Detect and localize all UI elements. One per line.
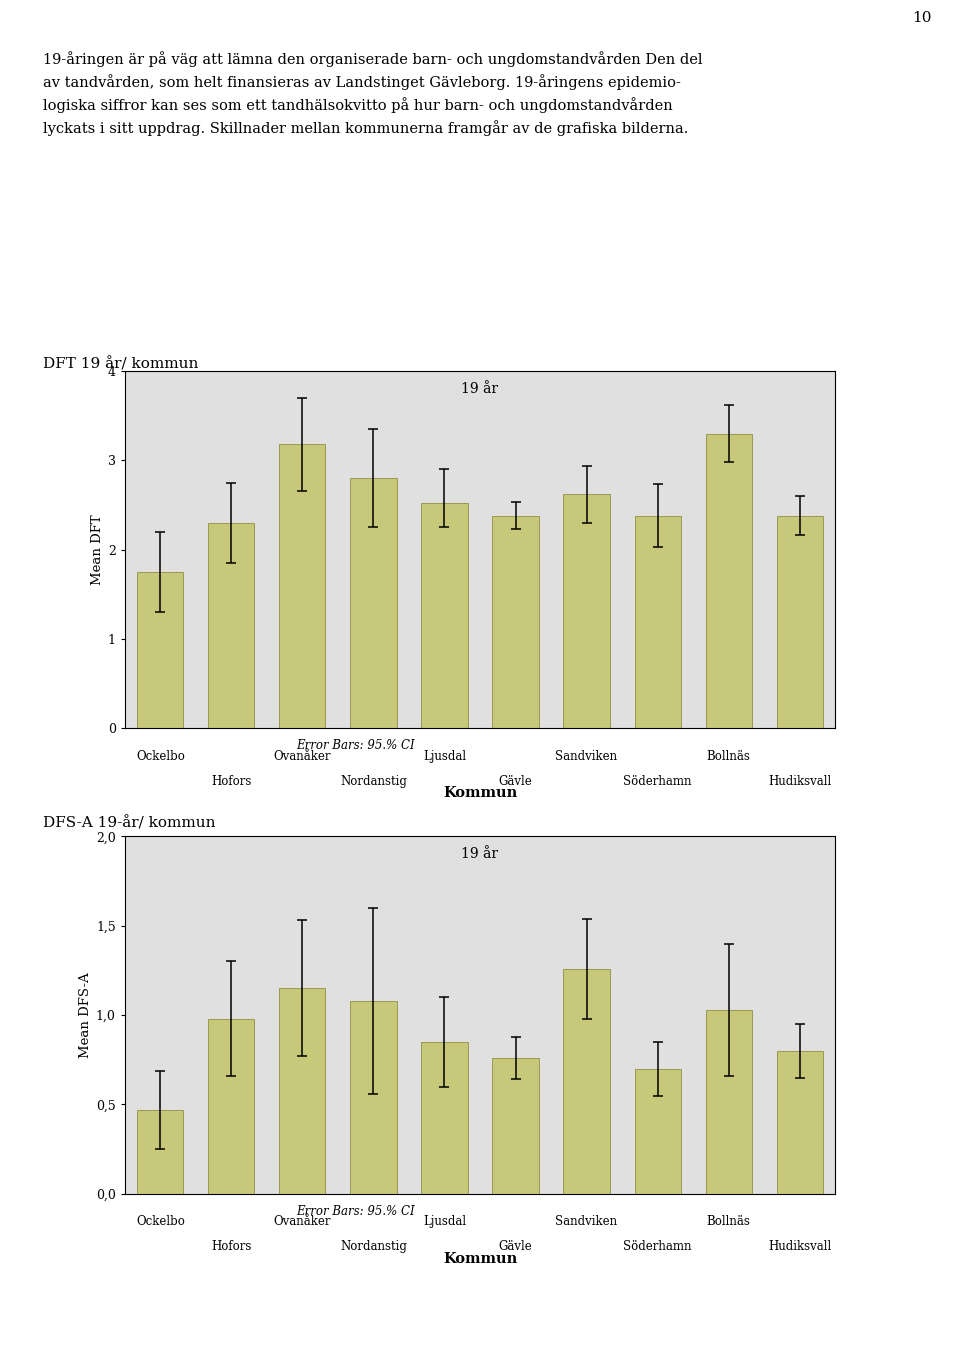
Bar bbox=[492, 515, 539, 728]
X-axis label: Kommun: Kommun bbox=[443, 1252, 517, 1265]
Bar bbox=[208, 1018, 254, 1194]
Text: Söderhamn: Söderhamn bbox=[623, 1240, 692, 1253]
Text: Bollnäs: Bollnäs bbox=[707, 1215, 751, 1229]
Text: Ockelbo: Ockelbo bbox=[136, 1215, 184, 1229]
X-axis label: Kommun: Kommun bbox=[443, 786, 517, 800]
Text: Hudiksvall: Hudiksvall bbox=[768, 774, 831, 788]
Text: Gävle: Gävle bbox=[498, 774, 533, 788]
Text: Bollnäs: Bollnäs bbox=[707, 750, 751, 764]
Bar bbox=[137, 1110, 183, 1194]
Bar bbox=[279, 444, 325, 728]
Bar bbox=[421, 503, 468, 728]
Bar bbox=[564, 494, 610, 728]
Bar bbox=[350, 478, 396, 728]
Text: 10: 10 bbox=[912, 11, 931, 24]
Text: Ovanåker: Ovanåker bbox=[274, 1215, 331, 1229]
Text: Nordanstig: Nordanstig bbox=[340, 1240, 407, 1253]
Text: Sandviken: Sandviken bbox=[556, 1215, 617, 1229]
Bar bbox=[777, 1051, 823, 1194]
Text: DFS-A 19-år/ kommun: DFS-A 19-år/ kommun bbox=[43, 816, 216, 831]
Bar bbox=[137, 572, 183, 728]
Text: Ljusdal: Ljusdal bbox=[423, 750, 466, 764]
Text: Hofors: Hofors bbox=[211, 774, 252, 788]
Bar bbox=[635, 1068, 681, 1194]
Text: Söderhamn: Söderhamn bbox=[623, 774, 692, 788]
Bar bbox=[706, 433, 752, 728]
Y-axis label: Mean DFS-A: Mean DFS-A bbox=[79, 973, 92, 1058]
Text: Ovanåker: Ovanåker bbox=[274, 750, 331, 764]
Text: Nordanstig: Nordanstig bbox=[340, 774, 407, 788]
Text: Error Bars: 95.% CI: Error Bars: 95.% CI bbox=[296, 1205, 415, 1218]
Bar bbox=[421, 1041, 468, 1194]
Text: 19 år: 19 år bbox=[462, 847, 498, 861]
Text: Ljusdal: Ljusdal bbox=[423, 1215, 466, 1229]
Bar bbox=[208, 523, 254, 728]
Text: 19-åringen är på väg att lämna den organiserade barn- och ungdomstandvården Den : 19-åringen är på väg att lämna den organ… bbox=[43, 51, 703, 136]
Text: DFT 19 år/ kommun: DFT 19 år/ kommun bbox=[43, 357, 199, 372]
Text: Ockelbo: Ockelbo bbox=[136, 750, 184, 764]
Y-axis label: Mean DFT: Mean DFT bbox=[90, 514, 104, 585]
Text: Error Bars: 95.% CI: Error Bars: 95.% CI bbox=[296, 739, 415, 753]
Text: 19 år: 19 år bbox=[462, 382, 498, 395]
Bar bbox=[706, 1010, 752, 1194]
Bar bbox=[492, 1058, 539, 1194]
Text: Hudiksvall: Hudiksvall bbox=[768, 1240, 831, 1253]
Text: Hofors: Hofors bbox=[211, 1240, 252, 1253]
Bar bbox=[635, 515, 681, 728]
Bar bbox=[564, 969, 610, 1194]
Bar bbox=[279, 989, 325, 1194]
Bar bbox=[350, 1001, 396, 1194]
Text: Gävle: Gävle bbox=[498, 1240, 533, 1253]
Bar bbox=[777, 515, 823, 728]
Text: Sandviken: Sandviken bbox=[556, 750, 617, 764]
